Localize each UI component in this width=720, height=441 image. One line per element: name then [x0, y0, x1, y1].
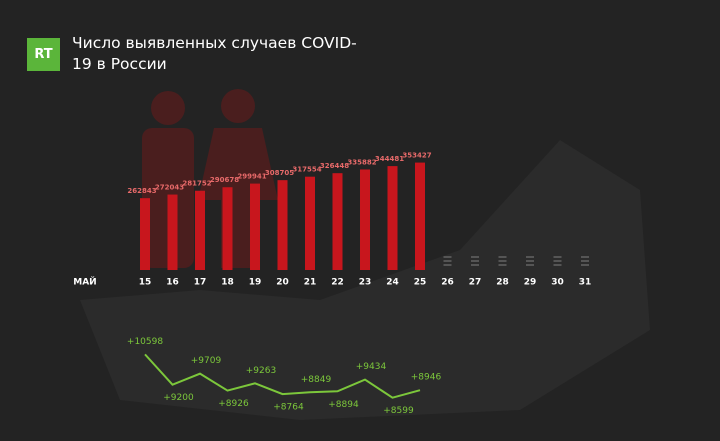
data-label: +10598: [127, 337, 163, 347]
decor: [80, 89, 650, 420]
logo: RT: [27, 38, 60, 71]
data-label: 272043: [155, 184, 184, 192]
data-label: 353427: [402, 152, 431, 160]
x-tick-label: 19: [249, 278, 262, 288]
data-label: +9200: [163, 393, 194, 403]
data-label: +8599: [383, 406, 414, 416]
data-label: 317554: [292, 166, 321, 174]
bar: [195, 190, 205, 270]
x-tick-label: 20: [276, 278, 289, 288]
data-label: 308705: [265, 169, 294, 177]
bar: [305, 176, 315, 270]
data-label: +8894: [328, 400, 359, 410]
data-label: +9434: [356, 362, 387, 372]
data-label: +8926: [218, 399, 249, 409]
bar: [167, 194, 178, 270]
data-label: +8946: [411, 373, 442, 383]
bar: [415, 162, 425, 270]
bar: [277, 180, 288, 270]
data-label: +9263: [246, 366, 276, 376]
line: [144, 353, 421, 399]
data-label: 326448: [320, 162, 349, 170]
x-tick-label: 30: [551, 278, 564, 288]
x-tick-label: 24: [386, 278, 399, 288]
x-tick-label: 25: [414, 278, 427, 288]
bar: [140, 198, 150, 270]
x-tick-label: 28: [496, 278, 509, 288]
x-axis-label: МАЙ: [73, 276, 96, 288]
x-tick-label: 16: [166, 278, 179, 288]
x-tick-label: 17: [194, 278, 207, 288]
x-tick-label: 23: [359, 278, 372, 288]
data-label: +8764: [273, 403, 304, 413]
bar: [222, 187, 233, 270]
chart-title: Число выявленных случаев COVID-19 в Росс…: [72, 34, 357, 73]
data-label: 299941: [237, 173, 266, 181]
bar: [360, 169, 370, 270]
bar: [387, 166, 398, 270]
x-tick-label: 31: [579, 278, 592, 288]
data-label: +8849: [301, 375, 332, 385]
data-label: 262843: [127, 187, 156, 195]
x-tick-label: 26: [441, 278, 454, 288]
bar: [250, 183, 260, 270]
data-label: 290678: [210, 176, 239, 184]
data-label: +9709: [191, 356, 222, 366]
x-tick-label: 18: [221, 278, 234, 288]
x-tick-label: 27: [469, 278, 482, 288]
data-label: 281752: [182, 180, 211, 188]
x-tick-label: 22: [331, 278, 344, 288]
x-tick-label: 29: [524, 278, 537, 288]
data-label: 344481: [375, 155, 404, 163]
x-tick-label: 15: [139, 278, 152, 288]
bar: [332, 173, 343, 270]
data-label: 335882: [347, 158, 376, 166]
x-tick-label: 21: [304, 278, 317, 288]
